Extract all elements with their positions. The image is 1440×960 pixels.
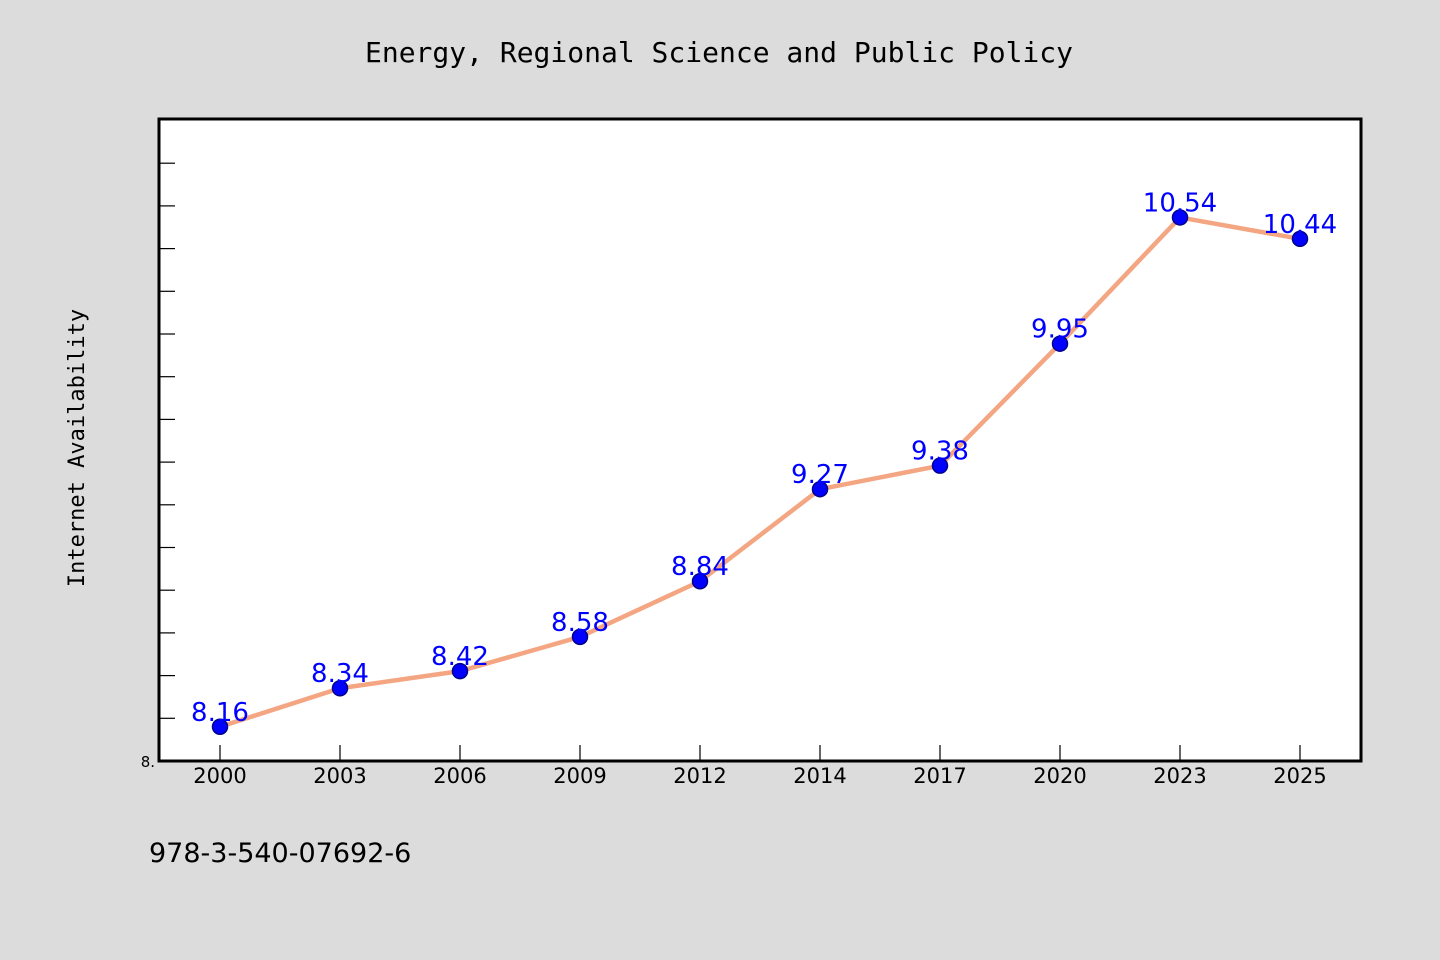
data-point <box>1051 335 1069 352</box>
footnote: 978-3-540-07692-6 <box>149 838 411 869</box>
data-point <box>331 679 349 697</box>
x-tick-label: 2006 <box>433 764 486 788</box>
data-label: 8.16 <box>191 698 249 728</box>
x-tick-label: 2009 <box>553 764 606 788</box>
data-label: 8.84 <box>671 552 729 582</box>
data-label: 9.27 <box>791 460 849 490</box>
data-point <box>451 662 469 680</box>
data-label: 8.58 <box>551 608 609 638</box>
data-point <box>571 628 589 646</box>
plot-frame <box>157 117 1363 763</box>
x-tick-label: 2020 <box>1033 764 1086 788</box>
chart-title: Energy, Regional Science and Public Poli… <box>365 36 1073 69</box>
data-point <box>211 718 229 736</box>
plot-area <box>159 119 1361 761</box>
data-point <box>1291 230 1309 248</box>
y-tick-label: 8. <box>141 753 155 771</box>
data-point <box>691 572 709 590</box>
series-layer: 8.16 8.34 8.42 8.58 8.84 9.27 9.38 9.95 10.54 10.… <box>191 188 1337 736</box>
x-tick-label: 2012 <box>673 764 726 788</box>
data-point <box>931 457 949 474</box>
data-label: 8.42 <box>431 642 489 672</box>
data-label: 9.38 <box>911 437 969 467</box>
x-tick-label: 2023 <box>1153 764 1206 788</box>
data-point <box>1171 209 1189 226</box>
y-axis-ticks <box>159 162 175 719</box>
series-line <box>217 215 1303 730</box>
x-axis-ticks: 2000 2003 2006 2009 2012 2014 2017 2020 2023 2025 <box>193 745 1327 788</box>
x-tick-label: 2025 <box>1273 764 1326 788</box>
data-label: 9.95 <box>1031 315 1089 345</box>
data-label: 10.54 <box>1143 188 1217 218</box>
x-tick-label: 2000 <box>193 764 246 788</box>
data-label: 10.44 <box>1263 210 1337 240</box>
data-label: 8.34 <box>311 659 369 689</box>
y-axis-label: Internet Availability <box>65 309 90 587</box>
data-point <box>811 480 829 498</box>
x-tick-label: 2003 <box>313 764 366 788</box>
x-tick-label: 2017 <box>913 764 966 788</box>
x-tick-label: 2014 <box>793 764 846 788</box>
